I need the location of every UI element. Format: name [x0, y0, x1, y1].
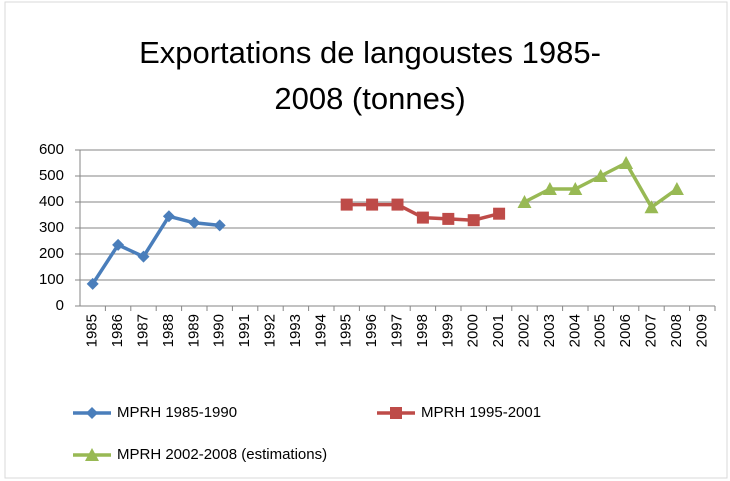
data-point — [619, 156, 634, 169]
legend-label: MPRH 1985-1990 — [117, 404, 237, 421]
y-tick-label: 0 — [56, 297, 64, 314]
data-point — [162, 210, 175, 223]
data-point — [86, 277, 99, 290]
x-tick-label: 2000 — [465, 314, 482, 347]
x-tick-label: 2008 — [668, 314, 685, 347]
x-tick-label: 1996 — [363, 314, 380, 347]
data-point — [442, 212, 455, 225]
y-tick-label: 300 — [39, 219, 64, 236]
data-point — [340, 198, 353, 211]
x-tick-label: 1999 — [439, 314, 456, 347]
data-point — [568, 182, 583, 195]
x-tick-label: 1990 — [211, 314, 228, 347]
x-tick-label: 2009 — [693, 314, 710, 347]
legend-marker — [85, 448, 99, 461]
y-tick-label: 600 — [39, 141, 64, 158]
x-tick-label: 2004 — [566, 314, 583, 347]
legend-label: MPRH 1995-2001 — [421, 404, 541, 421]
data-point — [467, 214, 480, 227]
legend-marker — [390, 407, 402, 419]
y-tick-label: 100 — [39, 271, 64, 288]
x-tick-label: 1988 — [160, 314, 177, 347]
data-point — [366, 198, 379, 211]
x-tick-label: 1998 — [414, 314, 431, 347]
chart-border — [4, 1, 728, 479]
x-tick-label: 1985 — [84, 314, 101, 347]
data-point — [188, 216, 201, 229]
data-point — [416, 211, 429, 224]
x-tick-label: 2007 — [642, 314, 659, 347]
data-point — [391, 198, 404, 211]
series-line — [91, 214, 220, 285]
x-tick-label: 1989 — [185, 314, 202, 347]
x-tick-label: 1994 — [312, 314, 329, 347]
x-tick-label: 1992 — [261, 314, 278, 347]
x-tick-label: 1993 — [287, 314, 304, 347]
data-point — [213, 219, 226, 232]
data-point — [112, 238, 125, 251]
data-point — [542, 182, 557, 195]
x-tick-label: 1991 — [236, 314, 253, 347]
data-point — [493, 207, 506, 220]
data-point — [517, 195, 532, 208]
legend-marker — [86, 407, 98, 419]
data-point — [669, 182, 684, 195]
legend-label: MPRH 2002-2008 (estimations) — [117, 446, 327, 463]
x-tick-label: 1997 — [388, 314, 405, 347]
x-tick-label: 2002 — [515, 314, 532, 347]
x-tick-label: 2003 — [541, 314, 558, 347]
x-tick-label: 2001 — [490, 314, 507, 347]
chart-title: Exportations de langoustes 1985-2008 (to… — [139, 35, 601, 116]
y-tick-label: 500 — [39, 167, 64, 184]
x-tick-label: 2006 — [617, 314, 634, 347]
x-tick-label: 1986 — [109, 314, 126, 347]
data-point — [137, 250, 150, 263]
data-point — [644, 200, 659, 214]
x-tick-label: 1995 — [338, 314, 355, 347]
x-tick-label: 1987 — [134, 314, 151, 347]
data-point — [593, 169, 608, 182]
y-tick-label: 200 — [39, 245, 64, 262]
y-tick-label: 400 — [39, 193, 64, 210]
x-tick-label: 2005 — [592, 314, 609, 347]
